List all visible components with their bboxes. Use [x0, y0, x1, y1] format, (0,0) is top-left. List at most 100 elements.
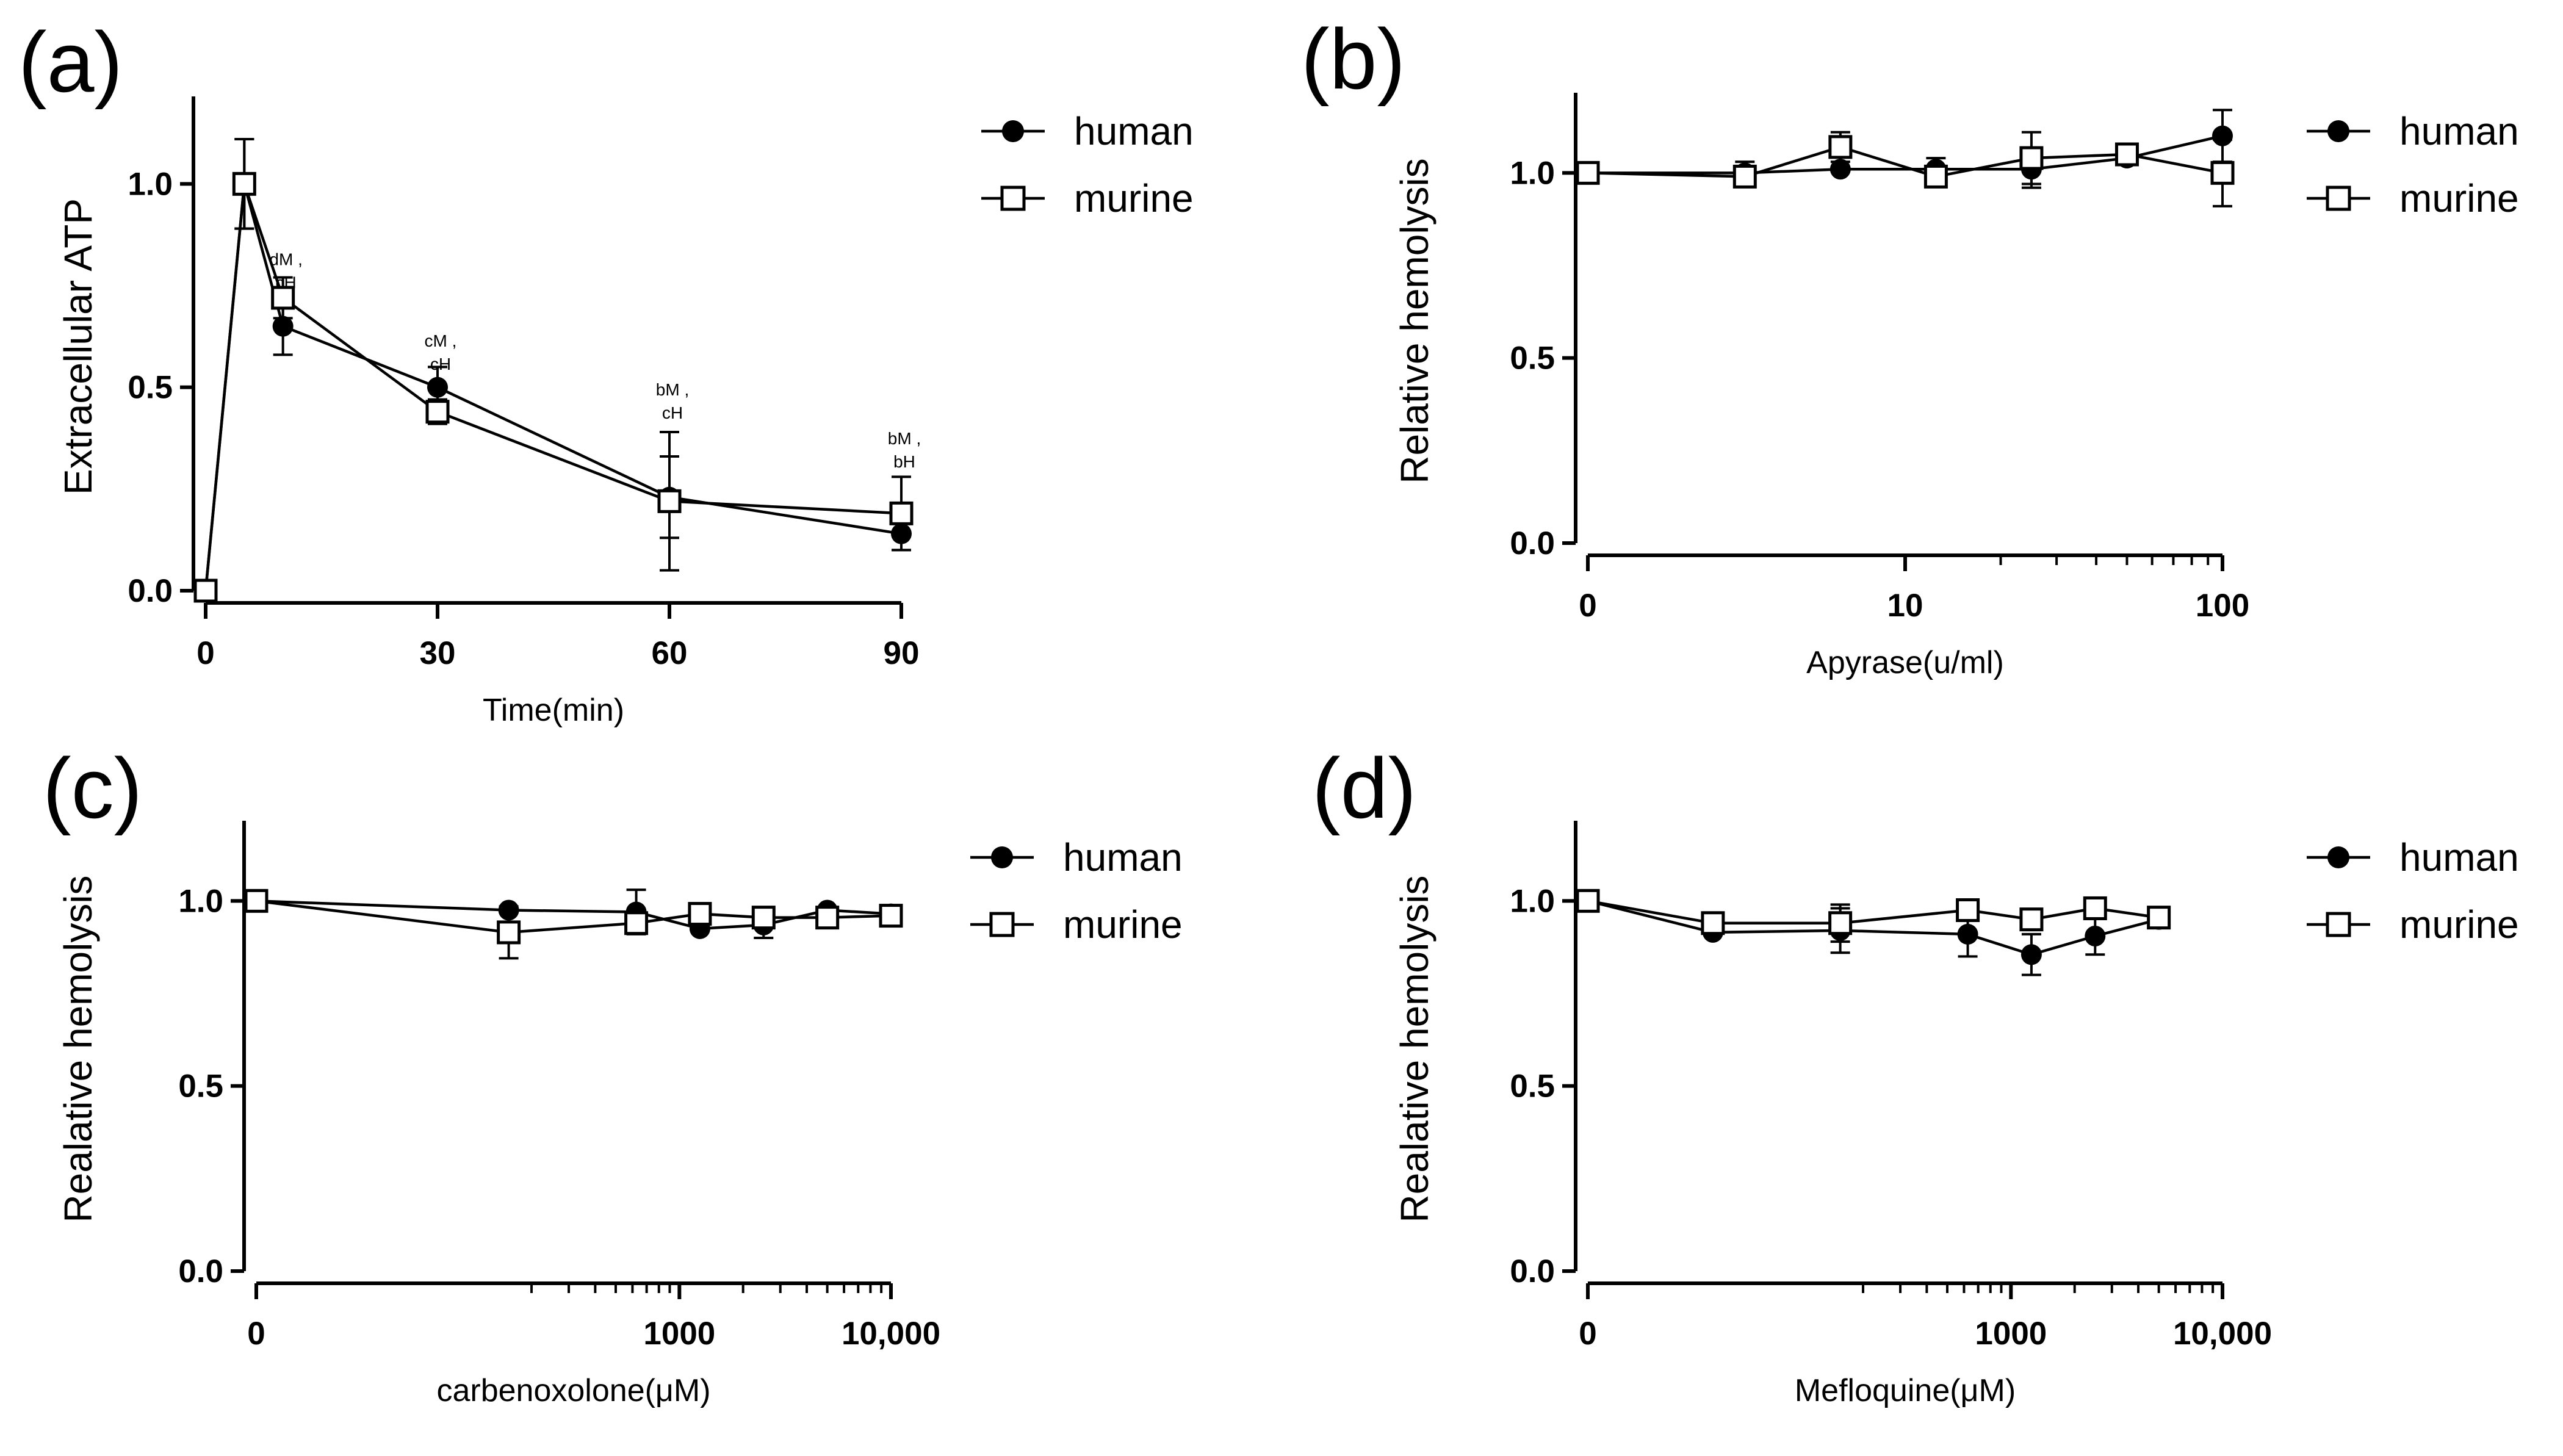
- x-tick-label: 60: [652, 635, 688, 671]
- data-point-murine: [271, 286, 295, 310]
- data-point-murine: [1956, 898, 1980, 922]
- data-point-murine: [244, 888, 269, 913]
- data-point-murine: [2019, 146, 2044, 170]
- data-point-murine: [2147, 906, 2171, 930]
- y-tick-label: 0.0: [1510, 525, 1555, 561]
- legend-label: murine: [2399, 903, 2519, 946]
- x-tick-label: 10: [1887, 588, 1923, 624]
- data-point-murine: [2019, 907, 2044, 932]
- panel-label: (d): [1312, 740, 1416, 836]
- legend-label: murine: [2399, 176, 2519, 220]
- x-axis-title: Apyrase(u/ml): [1806, 645, 2004, 680]
- legend-item-murine: murine: [2307, 903, 2519, 946]
- y-tick-label: 0.5: [1510, 1069, 1555, 1105]
- series-line-human: [204, 183, 902, 591]
- x-tick-label: 10,000: [2173, 1316, 2272, 1352]
- legend-marker-circle: [2327, 120, 2349, 142]
- panel-d: (d) 0.0 0.5 1.0 0 1000 10,000 Mefloquine(μM) Rea…: [1312, 740, 2519, 1408]
- y-tick-label: 0.0: [178, 1253, 223, 1289]
- data-point-murine: [1576, 888, 1600, 913]
- panel-a: (a) 0.0 0.5 1.0 0 30 60 90 Time(min) Extracellula…: [18, 14, 1194, 728]
- series-line-murine: [1587, 899, 2159, 924]
- y-tick-label: 1.0: [178, 883, 223, 919]
- data-point-murine: [879, 904, 903, 928]
- legend-marker-square: [1000, 186, 1026, 211]
- data-point-murine: [815, 906, 840, 930]
- series-murine: [1576, 131, 2235, 207]
- data-point-murine: [751, 906, 776, 930]
- data-point-human: [427, 377, 448, 398]
- legend-label: murine: [1074, 176, 1194, 220]
- series-line-human: [256, 899, 892, 931]
- x-axis-title: Mefloquine(μM): [1795, 1373, 2016, 1408]
- significance-label: cM ,: [425, 331, 457, 350]
- data-point-murine: [2210, 160, 2235, 185]
- significance-label: cH: [276, 273, 297, 292]
- series-human: [1577, 890, 2169, 976]
- significance-label: bM ,: [888, 429, 921, 448]
- data-point-murine: [1576, 160, 1600, 185]
- data-point-murine: [657, 489, 682, 513]
- legend-item-human: human: [2307, 109, 2519, 153]
- legend-marker-circle: [2327, 846, 2349, 868]
- data-point-murine: [1701, 911, 1725, 935]
- significance-label: cH: [662, 403, 683, 422]
- data-point-murine: [688, 902, 712, 926]
- x-tick-label: 0: [247, 1316, 265, 1352]
- y-axis-title: Realative hemolysis: [56, 875, 100, 1222]
- x-tick-label: 100: [2196, 588, 2249, 624]
- data-point-murine: [425, 400, 450, 424]
- data-point-human: [2085, 925, 2106, 946]
- x-tick-label: 1000: [643, 1316, 715, 1352]
- legend-item-murine: murine: [970, 903, 1183, 946]
- series-line-human: [1587, 899, 2160, 956]
- legend-marker-circle: [991, 846, 1013, 868]
- legend-label: human: [1063, 835, 1183, 879]
- data-point-murine: [624, 911, 649, 935]
- x-tick-label: 10,000: [842, 1316, 940, 1352]
- y-axis-title: Extracellular ATP: [56, 198, 100, 495]
- legend-label: human: [2399, 109, 2519, 153]
- data-point-murine: [889, 501, 914, 525]
- y-tick-label: 1.0: [1510, 155, 1555, 191]
- data-point-murine: [2083, 896, 2107, 920]
- data-point-human: [2020, 944, 2042, 965]
- data-point-murine: [1732, 164, 1757, 189]
- panel-label: (c): [43, 740, 142, 836]
- x-axis-title: Time(min): [483, 693, 624, 728]
- y-axis-title: Realative hemolysis: [1393, 875, 1437, 1222]
- legend-item-human: human: [2307, 835, 2519, 879]
- series-murine: [193, 138, 914, 603]
- panel-b: (b) 0.0 0.5 1.0 0 10 100 Apyrase(u/ml) Relative …: [1301, 11, 2519, 680]
- legend-label: human: [1074, 109, 1194, 153]
- data-point-murine: [193, 578, 218, 603]
- significance-label: dM ,: [269, 250, 302, 269]
- series-murine: [1576, 888, 2171, 943]
- legend-label: murine: [1063, 903, 1183, 946]
- legend-marker-square: [2326, 186, 2351, 211]
- data-point-murine: [2114, 142, 2139, 167]
- series-line-murine: [204, 183, 902, 591]
- y-tick-label: 0.5: [128, 370, 173, 406]
- y-tick-label: 0.0: [1510, 1253, 1555, 1289]
- data-point-human: [2212, 125, 2233, 146]
- panel-label: (a): [18, 14, 123, 110]
- y-tick-label: 0.5: [1510, 341, 1555, 377]
- data-point-murine: [497, 920, 521, 945]
- x-axis-title: carbenoxolone(μM): [436, 1373, 710, 1408]
- legend-marker-square: [2326, 912, 2351, 937]
- legend-item-human: human: [970, 835, 1183, 879]
- data-point-human: [272, 315, 294, 337]
- x-tick-label: 0: [196, 635, 214, 671]
- legend-label: human: [2399, 835, 2519, 879]
- y-tick-label: 1.0: [1510, 883, 1555, 919]
- series-human: [195, 138, 912, 601]
- series-human: [246, 888, 901, 939]
- panel-label: (b): [1301, 11, 1405, 107]
- x-tick-label: 0: [1579, 1316, 1596, 1352]
- x-tick-label: 30: [420, 635, 456, 671]
- data-point-human: [1829, 159, 1851, 180]
- series-murine: [244, 888, 903, 960]
- y-axis-title: Relative hemolysis: [1393, 158, 1437, 484]
